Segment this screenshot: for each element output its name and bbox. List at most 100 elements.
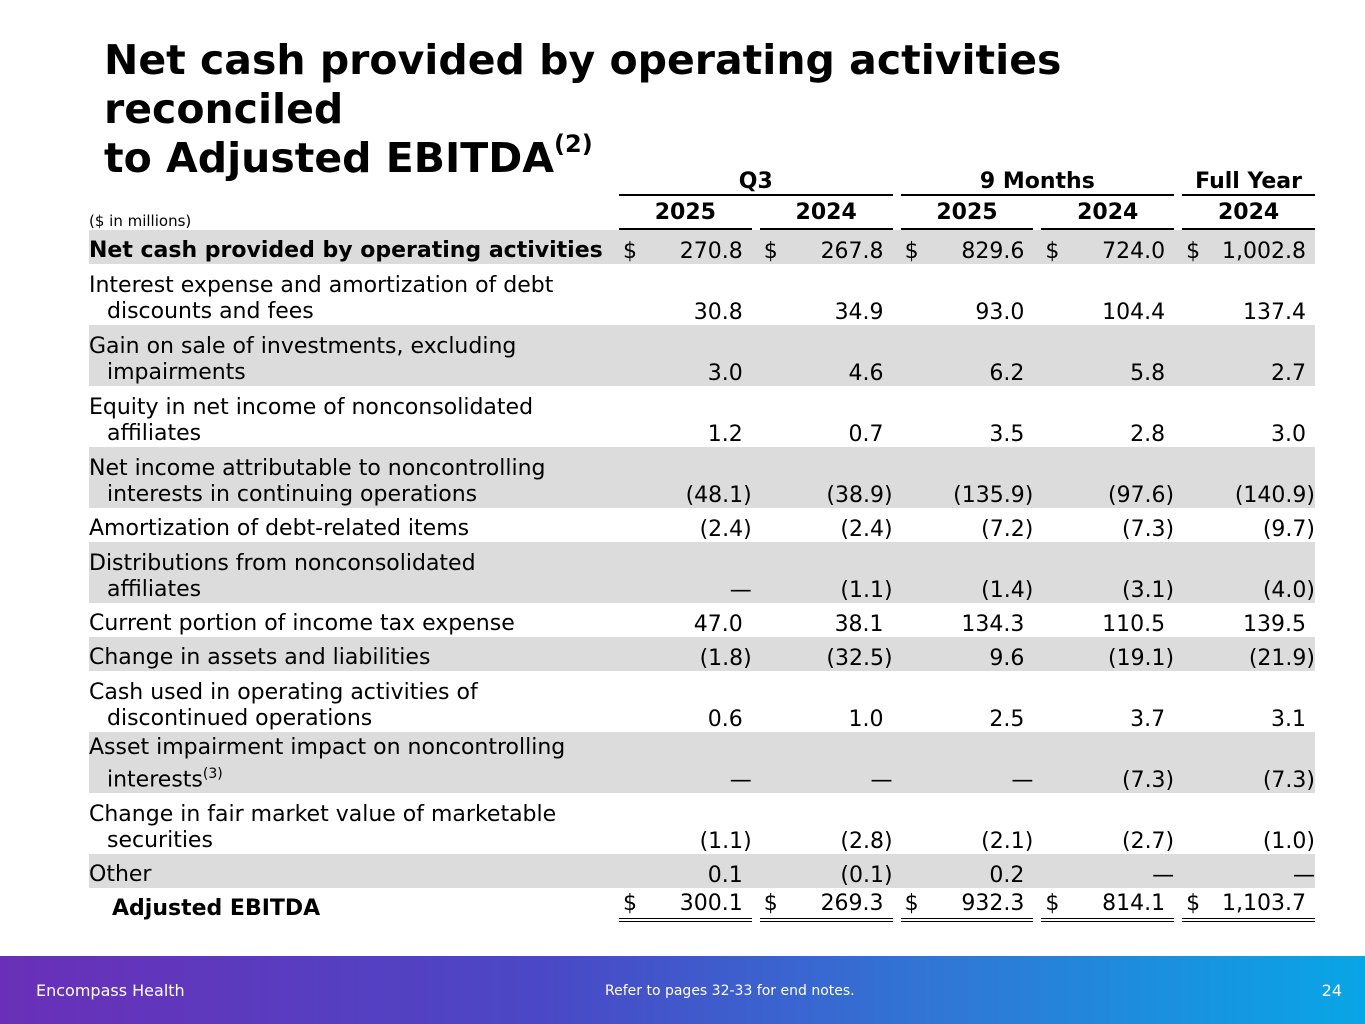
value-cell: (7.3) [1041, 732, 1175, 793]
table-body: Net cash provided by operating activitie… [89, 230, 1315, 922]
value-cell: (0.1) [759, 854, 893, 888]
table-row: Cash used in operating activities of disc… [89, 671, 1315, 732]
value-cell: (38.9) [759, 447, 893, 508]
row-label-line: impairments [89, 360, 619, 386]
value: (2.4) [699, 517, 752, 542]
row-label-line: Asset impairment impact on noncontrollin… [89, 734, 566, 760]
value-cell: 0.2 [900, 854, 1034, 888]
value: 269.3 [820, 891, 884, 916]
table-row: Net income attributable to noncontrollin… [89, 447, 1315, 508]
value: (38.9) [826, 483, 893, 508]
value-cell: (1.0) [1182, 793, 1315, 854]
footer-bar: Encompass Health Refer to pages 32-33 fo… [0, 956, 1365, 1024]
value-cell: 5.8 [1041, 325, 1175, 386]
group-header-q3: Q3 [618, 162, 893, 196]
value-cell: (97.6) [1041, 447, 1175, 508]
row-label-line: Cash used in operating activities of [89, 680, 478, 705]
value-cell: (2.8) [760, 793, 893, 854]
value: 3.0 [1271, 422, 1306, 447]
row-label: Change in fair market value of marketabl… [89, 793, 619, 854]
value: 3.5 [989, 422, 1025, 447]
value: (7.3) [1262, 768, 1315, 793]
page-title: Net cash provided by operating activitie… [104, 36, 1304, 183]
row-label-line: Interest expense and amortization of deb… [89, 273, 554, 298]
row-label-line: Gain on sale of investments, excluding [89, 334, 517, 359]
value: 38.1 [834, 612, 884, 637]
value: (48.1) [685, 483, 752, 508]
footer-company-name: Encompass Health [36, 981, 185, 1000]
row-label-line: Distributions from nonconsolidated [89, 551, 476, 576]
footer-endnotes-note: Refer to pages 32-33 for end notes. [605, 983, 855, 999]
value: (97.6) [1107, 483, 1175, 508]
value: (2.7) [1121, 829, 1175, 854]
value: — [1152, 863, 1175, 888]
value-cell: (21.9) [1182, 637, 1315, 671]
row-label: Change in assets and liabilities [89, 637, 619, 671]
row-label-line: interests(3) [89, 761, 619, 793]
currency-symbol: $ [904, 891, 919, 916]
value: 93.0 [975, 300, 1025, 325]
value: (2.4) [840, 517, 893, 542]
value: 829.6 [961, 239, 1025, 264]
row-label: Interest expense and amortization of deb… [89, 264, 619, 325]
value: 814.1 [1102, 891, 1166, 916]
value-cell: — [900, 732, 1034, 793]
total-row: Adjusted EBITDA $300.1 $269.3 $932.3 $814.1 $… [89, 888, 1315, 922]
row-label: Net cash provided by operating activitie… [89, 230, 619, 264]
value-cell: (2.1) [901, 793, 1033, 854]
value-cell: (2.4) [760, 508, 893, 542]
year-header: 2025 [900, 196, 1034, 230]
row-label: Amortization of debt-related items [89, 508, 619, 542]
value: 2.8 [1130, 422, 1166, 447]
row-label: Current portion of income tax expense [89, 603, 619, 637]
value: (7.2) [981, 517, 1034, 542]
year-header: 2024 [1041, 196, 1175, 230]
value: 137.4 [1243, 300, 1306, 325]
value: (7.3) [1121, 768, 1175, 793]
value-cell: 104.4 [1041, 264, 1174, 325]
value-cell: 3.7 [1041, 671, 1174, 732]
value-cell: 3.1 [1182, 671, 1315, 732]
row-label-line: affiliates [89, 577, 619, 603]
currency-symbol: $ [1186, 239, 1201, 264]
value-cell: (7.3) [1041, 508, 1174, 542]
value: — [1293, 863, 1315, 888]
row-label-line: Net cash provided by operating activitie… [89, 238, 603, 263]
currency-symbol: $ [622, 891, 637, 916]
footnote-ref: (3) [202, 765, 223, 782]
units-label: ($ in millions) [89, 212, 192, 230]
row-label-text: affiliates [107, 421, 202, 446]
value: — [729, 768, 752, 793]
value: 5.8 [1130, 361, 1166, 386]
value: 724.0 [1102, 239, 1166, 264]
total-label: Adjusted EBITDA [112, 896, 321, 921]
value-cell: (4.0) [1182, 542, 1315, 603]
value: 104.4 [1102, 300, 1166, 325]
value-cell: 2.8 [1041, 386, 1174, 447]
currency-symbol: $ [763, 239, 778, 264]
value-cell: (2.4) [619, 508, 752, 542]
currency-symbol: $ [1045, 239, 1060, 264]
value-cell: 2.5 [901, 671, 1034, 732]
table-row: Gain on sale of investments, excluding im… [89, 325, 1315, 386]
reconciliation-table: Q3 9 Months Full Year ($ in millions) 20… [89, 162, 1315, 922]
value: 3.0 [707, 361, 743, 386]
value: 1,002.8 [1222, 239, 1306, 264]
value-cell: (2.7) [1041, 793, 1174, 854]
currency-symbol: $ [904, 239, 919, 264]
value: (2.8) [840, 829, 893, 854]
row-label-text: discontinued operations [107, 706, 373, 731]
value-cell: (32.5) [759, 637, 893, 671]
value-cell: (48.1) [618, 447, 752, 508]
currency-symbol: $ [763, 891, 778, 916]
value: (1.4) [981, 578, 1034, 603]
value: 300.1 [679, 891, 743, 916]
currency-symbol: $ [1045, 891, 1060, 916]
table-row: Current portion of income tax expense 47.… [89, 603, 1315, 637]
title-line-2: to Adjusted EBITDA [104, 134, 555, 182]
value-cell: $269.3 [759, 888, 893, 922]
value-cell: — [1041, 854, 1175, 888]
value-cell: (1.8) [618, 637, 752, 671]
year-header: 2024 [759, 196, 893, 230]
table-row: Amortization of debt-related items (2.4) (… [89, 508, 1315, 542]
